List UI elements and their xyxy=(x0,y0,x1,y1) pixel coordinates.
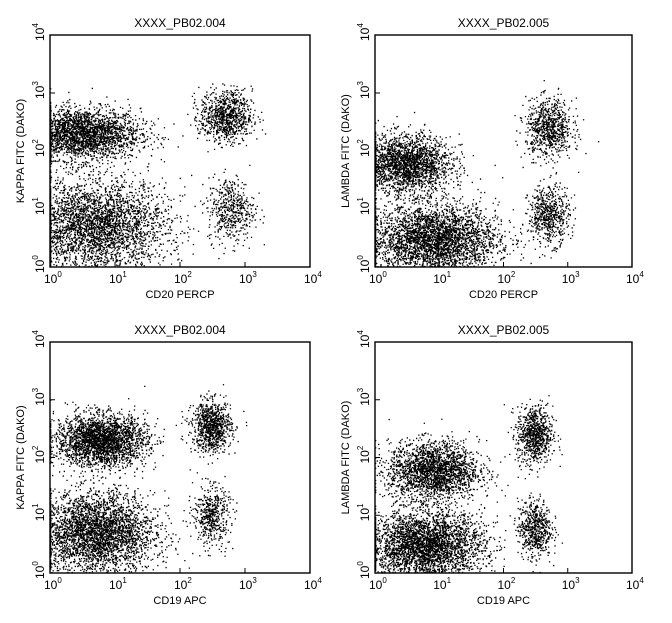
plot-title: XXXX_PB02.005 xyxy=(458,16,550,30)
data-point-cloud xyxy=(375,164,550,267)
y-tick-label: 100 xyxy=(31,255,47,273)
data-point-cloud xyxy=(191,151,265,260)
population-4 xyxy=(520,174,577,259)
x-tick-label: 101 xyxy=(433,270,451,286)
x-tick-label: 104 xyxy=(304,270,322,286)
x-tick-label: 103 xyxy=(562,270,580,286)
y-tick-label: 102 xyxy=(31,139,47,157)
population-4 xyxy=(509,476,563,573)
plot-title: XXXX_PB02.005 xyxy=(458,323,550,337)
population-3 xyxy=(182,83,267,150)
y-tick-label: 100 xyxy=(31,561,47,579)
data-point-cloud xyxy=(50,87,179,187)
data-point-cloud xyxy=(50,127,250,267)
y-tick-label: 104 xyxy=(31,23,47,41)
y-tick-label: 104 xyxy=(356,23,372,41)
population-2 xyxy=(375,164,550,267)
x-axis-label: CD19 APC xyxy=(153,595,206,607)
data-point-cloud xyxy=(509,476,563,573)
y-axis-label: KAPPA FITC (DAKO) xyxy=(15,99,27,203)
y-tick-label: 100 xyxy=(356,255,372,273)
y-tick-label: 102 xyxy=(356,445,372,463)
x-tick-label: 104 xyxy=(626,270,644,286)
data-point-cloud xyxy=(50,460,222,573)
data-point-cloud xyxy=(514,80,600,175)
x-tick-label: 102 xyxy=(498,270,516,286)
x-tick-label: 100 xyxy=(44,270,62,286)
y-tick-label: 101 xyxy=(31,503,47,521)
x-axis-label: CD20 PERCP xyxy=(469,289,538,301)
plot-title: XXXX_PB02.004 xyxy=(134,323,226,337)
x-tick-label: 100 xyxy=(369,576,387,592)
population-3 xyxy=(180,384,248,465)
data-points xyxy=(50,384,248,573)
population-4 xyxy=(191,151,265,260)
population-2 xyxy=(50,127,250,267)
y-axis-label: KAPPA FITC (DAKO) xyxy=(15,405,27,509)
y-tick-label: 100 xyxy=(356,561,372,579)
x-tick-label: 102 xyxy=(174,576,192,592)
data-point-cloud xyxy=(375,418,509,517)
population-2 xyxy=(375,471,551,573)
y-tick-label: 103 xyxy=(31,387,47,405)
x-tick-label: 100 xyxy=(44,576,62,592)
x-axis-label: CD20 PERCP xyxy=(145,289,214,301)
y-tick-label: 104 xyxy=(31,330,47,348)
data-point-cloud xyxy=(50,385,184,485)
x-tick-label: 104 xyxy=(304,576,322,592)
y-tick-label: 101 xyxy=(31,197,47,215)
population-3 xyxy=(503,395,563,480)
plot-title: XXXX_PB02.004 xyxy=(134,16,226,30)
y-tick-label: 102 xyxy=(31,445,47,463)
data-point-cloud xyxy=(520,174,577,259)
y-tick-label: 103 xyxy=(356,81,372,99)
data-points xyxy=(375,395,563,573)
x-tick-label: 101 xyxy=(109,270,127,286)
data-points xyxy=(50,83,267,267)
data-point-cloud xyxy=(503,395,563,480)
x-tick-label: 101 xyxy=(109,576,127,592)
y-tick-label: 103 xyxy=(356,387,372,405)
x-tick-label: 103 xyxy=(562,576,580,592)
data-point-cloud xyxy=(182,83,267,150)
data-point-cloud xyxy=(180,384,248,465)
x-tick-label: 102 xyxy=(498,576,516,592)
x-tick-label: 103 xyxy=(239,576,257,592)
data-points xyxy=(375,80,600,267)
y-axis-label: LAMBDA FITC (DAKO) xyxy=(340,401,352,515)
y-tick-label: 101 xyxy=(356,503,372,521)
x-axis-label: CD19 APC xyxy=(477,595,530,607)
y-tick-label: 101 xyxy=(356,197,372,215)
y-tick-label: 103 xyxy=(31,81,47,99)
population-1 xyxy=(50,385,184,485)
population-3 xyxy=(514,80,600,175)
population-2 xyxy=(50,460,222,573)
x-tick-label: 100 xyxy=(369,270,387,286)
x-tick-label: 101 xyxy=(433,576,451,592)
data-point-cloud xyxy=(375,471,551,573)
population-4 xyxy=(183,453,238,557)
y-axis-label: LAMBDA FITC (DAKO) xyxy=(340,94,352,208)
y-tick-label: 104 xyxy=(356,330,372,348)
data-point-cloud xyxy=(375,111,504,214)
data-point-cloud xyxy=(183,453,238,557)
population-1 xyxy=(375,418,509,517)
population-1 xyxy=(50,87,179,187)
x-tick-label: 103 xyxy=(239,270,257,286)
y-tick-label: 102 xyxy=(356,139,372,157)
x-tick-label: 104 xyxy=(626,576,644,592)
population-1 xyxy=(375,111,504,214)
x-tick-label: 102 xyxy=(174,270,192,286)
